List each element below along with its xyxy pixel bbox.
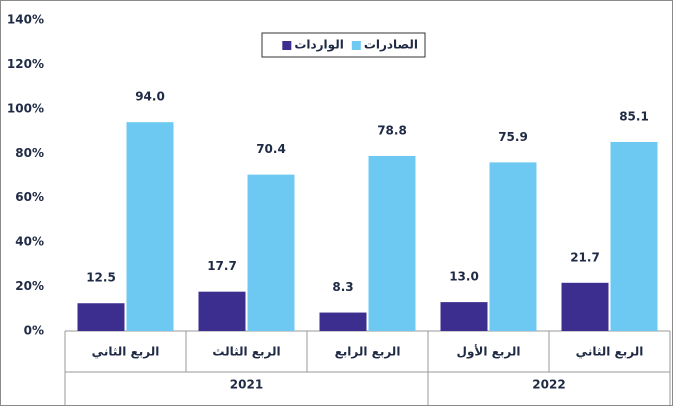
bar (198, 291, 246, 331)
bar (561, 282, 609, 331)
bar (126, 122, 174, 331)
y-tick-label: 0% (24, 324, 44, 338)
y-tick-label: 100% (7, 101, 44, 115)
value-label: 78.8 (377, 123, 407, 137)
value-label: 94.0 (135, 90, 165, 104)
x-tick-label: الربع الثالث (212, 345, 280, 359)
x-tick-label: الربع الثاني (92, 345, 160, 359)
value-label: 8.3 (332, 280, 353, 294)
bar (610, 141, 658, 331)
legend-label: الواردات (294, 38, 344, 53)
y-tick-label: 140% (7, 13, 44, 27)
y-tick-label: 120% (7, 57, 44, 71)
value-label: 70.4 (256, 142, 286, 156)
value-label: 75.9 (498, 130, 528, 144)
y-tick-label: 20% (15, 279, 44, 293)
value-label: 21.7 (570, 250, 600, 264)
bar (319, 312, 367, 331)
bar (489, 162, 537, 331)
value-label: 17.7 (207, 259, 237, 273)
legend-swatch (351, 41, 361, 50)
x-tick-label: الربع الرابع (335, 345, 401, 359)
y-tick-label: 80% (15, 146, 44, 160)
value-label: 13.0 (449, 270, 479, 284)
bar (77, 303, 125, 331)
legend-label: الصادرات (364, 38, 418, 52)
bar (440, 302, 488, 331)
value-label: 12.5 (86, 271, 116, 285)
value-label: 85.1 (619, 109, 649, 123)
legend-swatch (282, 41, 292, 50)
x-tick-label: الربع الثاني (576, 345, 644, 359)
group-label: 2021 (230, 378, 263, 392)
y-tick-label: 60% (15, 190, 44, 204)
bar (368, 155, 416, 331)
y-tick-label: 40% (15, 235, 44, 249)
x-tick-label: الربع الأول (457, 344, 521, 360)
group-label: 2022 (532, 378, 565, 392)
bar (247, 174, 295, 331)
legend: الصادرات الواردات (261, 32, 426, 58)
